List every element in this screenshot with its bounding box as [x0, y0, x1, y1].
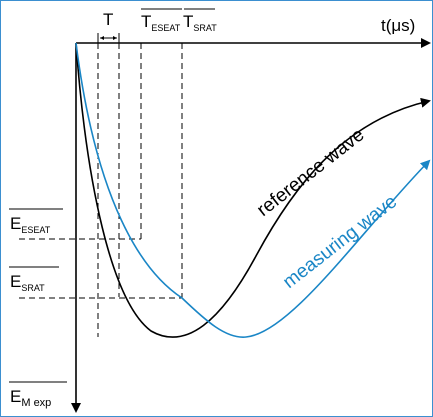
t-srat-label: TSRAT — [183, 12, 217, 33]
t-span-arrowhead-left — [100, 36, 104, 40]
measuring-wave-curve — [75, 42, 431, 338]
reference-wave-label: reference wave — [253, 124, 368, 221]
time-axis-label: t(μs) — [381, 16, 415, 35]
e-srat-label: ESRAT — [10, 272, 45, 293]
reference-wave-curve — [75, 42, 431, 338]
t-eseat-label: TESEAT — [141, 12, 181, 33]
t-marker-label: T — [103, 10, 113, 29]
e-eseat-label: EESEAT — [10, 214, 51, 235]
t-span-arrowhead-right — [113, 36, 117, 40]
e-mexp-label: EM exp — [10, 387, 51, 409]
measuring-wave-label: measuring wave — [279, 191, 401, 293]
